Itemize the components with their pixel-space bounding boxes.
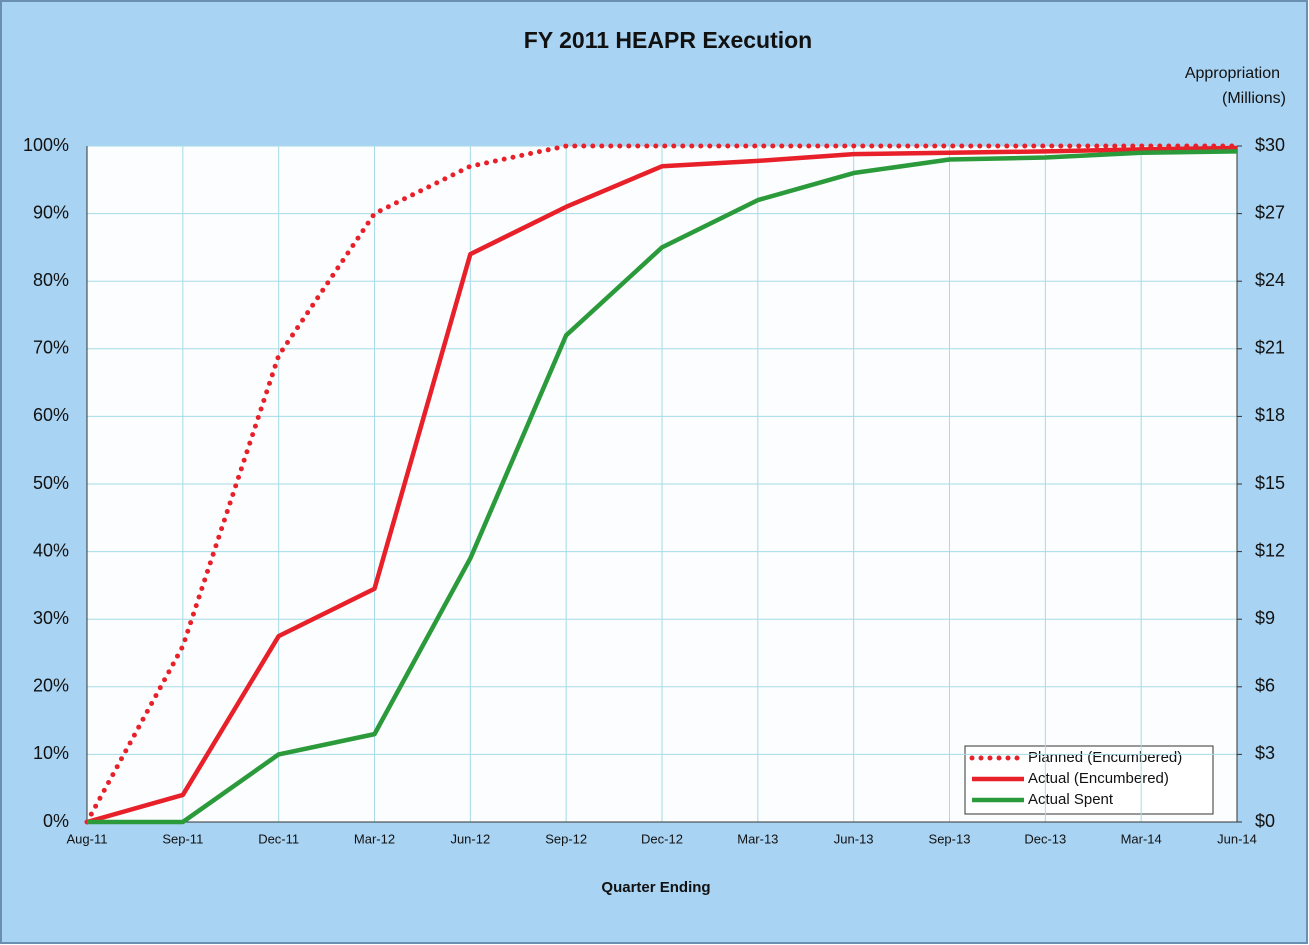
y2-axis-title: (Millions) xyxy=(1222,90,1286,107)
y-tick-label: 50% xyxy=(33,473,69,493)
y2-axis-title: Appropriation xyxy=(1185,65,1280,82)
y2-tick-label: $21 xyxy=(1255,338,1285,358)
y-tick-label: 100% xyxy=(23,135,69,155)
chart-title: FY 2011 HEAPR Execution xyxy=(524,27,812,53)
y-tick-label: 20% xyxy=(33,676,69,696)
x-tick-label: Dec-13 xyxy=(1024,831,1066,846)
y-tick-label: 90% xyxy=(33,202,69,222)
series-line xyxy=(87,149,1238,825)
y2-tick-label: $18 xyxy=(1255,405,1285,425)
legend-label: Actual Spent xyxy=(1028,791,1114,808)
y-tick-label: 80% xyxy=(33,270,69,290)
y2-tick-label: $3 xyxy=(1255,743,1275,763)
y2-tick-label: $6 xyxy=(1255,676,1275,696)
y-tick-label: 10% xyxy=(33,743,69,763)
y2-tick-label: $24 xyxy=(1255,270,1285,290)
x-tick-label: Dec-12 xyxy=(641,831,683,846)
legend-label: Planned (Encumbered) xyxy=(1028,749,1182,766)
x-tick-label: Sep-11 xyxy=(162,831,203,846)
x-tick-label: Sep-12 xyxy=(545,831,587,846)
y-tick-label: 0% xyxy=(43,811,69,831)
y2-tick-label: $15 xyxy=(1255,473,1285,493)
y2-tick-label: $0 xyxy=(1255,811,1275,831)
x-tick-label: Mar-13 xyxy=(737,831,778,846)
y-tick-label: 70% xyxy=(33,338,69,358)
x-tick-label: Jun-12 xyxy=(450,831,490,846)
x-tick-label: Sep-13 xyxy=(929,831,971,846)
y2-tick-label: $27 xyxy=(1255,202,1285,222)
y-tick-label: 40% xyxy=(33,540,69,560)
x-tick-label: Aug-11 xyxy=(67,831,108,846)
y2-tick-label: $12 xyxy=(1255,540,1285,560)
legend: Planned (Encumbered) Actual (Encumbered) A… xyxy=(964,745,1214,815)
x-tick-label: Dec-11 xyxy=(258,831,299,846)
series-line xyxy=(84,143,1240,825)
legend-label: Actual (Encumbered) xyxy=(1028,770,1169,787)
series-line xyxy=(86,145,1238,825)
x-tick-label: Jun-13 xyxy=(834,831,874,846)
x-tick-label: Mar-14 xyxy=(1121,831,1162,846)
y2-tick-label: $9 xyxy=(1255,608,1275,628)
x-tick-label: Mar-12 xyxy=(354,831,395,846)
x-tick-label: Jun-14 xyxy=(1217,831,1257,846)
y-tick-label: 60% xyxy=(33,405,69,425)
y2-tick-label: $30 xyxy=(1255,135,1285,155)
x-axis-title: Quarter Ending xyxy=(601,879,710,896)
y-tick-label: 30% xyxy=(33,608,69,628)
